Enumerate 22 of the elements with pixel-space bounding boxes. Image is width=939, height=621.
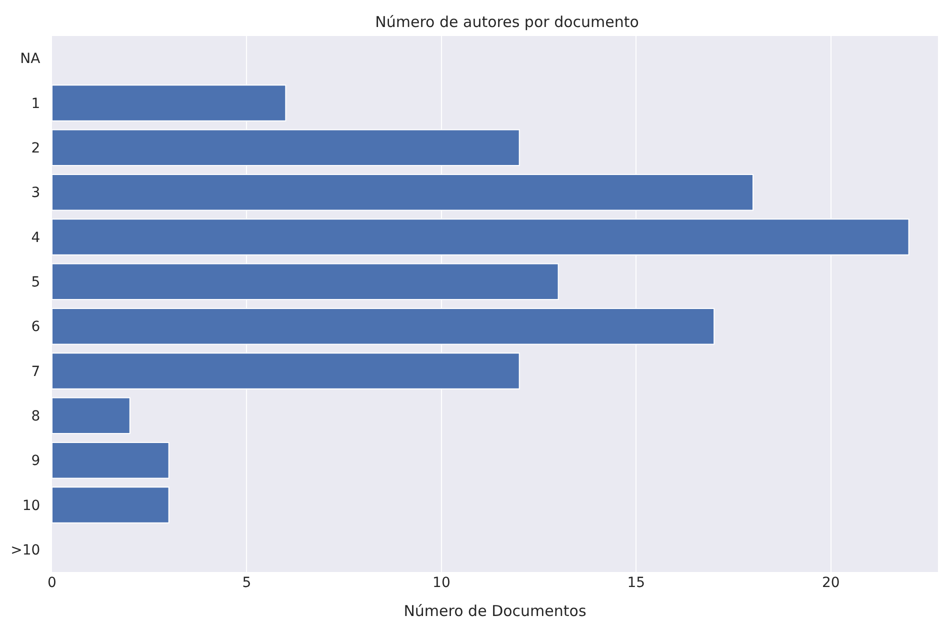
y-tick-label: 7 — [31, 364, 40, 380]
bar — [52, 442, 170, 479]
y-tick-label: 3 — [31, 185, 40, 202]
bar — [52, 397, 130, 434]
x-tick-label: 0 — [48, 575, 56, 591]
y-tick-label: 10 — [22, 498, 40, 514]
chart-title: Número de autores por documento — [375, 12, 639, 31]
x-tick-label: 5 — [242, 575, 252, 591]
y-tick-label: 5 — [31, 274, 40, 291]
y-tick-label: 4 — [31, 230, 40, 246]
y-tick-label: 1 — [31, 96, 40, 112]
y-tick-label: >10 — [10, 542, 40, 559]
x-tick-label: 10 — [432, 575, 450, 591]
x-axis-title: Número de Documentos — [404, 602, 586, 620]
y-tick-label: 6 — [31, 319, 40, 336]
x-tick-label: 15 — [627, 575, 646, 591]
y-tick-label: 9 — [31, 453, 40, 470]
bar — [52, 486, 170, 524]
x-tick-label: 20 — [822, 575, 840, 591]
y-tick-label: 2 — [31, 140, 40, 157]
y-tick-label: NA — [20, 51, 41, 68]
y-tick-label: 8 — [31, 408, 40, 425]
